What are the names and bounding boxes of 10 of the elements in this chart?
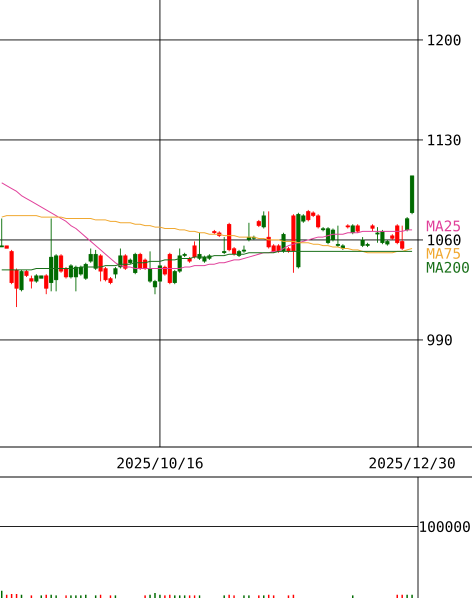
series-label: MA25 [426, 220, 460, 232]
series-label: MA200 [426, 262, 469, 273]
series-label: MA75 [426, 248, 460, 259]
text: 100000 [420, 521, 470, 532]
x-tick-label: 2025/12/30 [370, 458, 455, 470]
x-tick-label: 2025/10/16 [117, 458, 203, 470]
y-tick-label: 990 [427, 334, 452, 346]
y-tick-label: 1130 [428, 134, 461, 146]
y-tick-label: 1200 [428, 34, 461, 46]
y-tick-label: 1060 [428, 234, 461, 246]
